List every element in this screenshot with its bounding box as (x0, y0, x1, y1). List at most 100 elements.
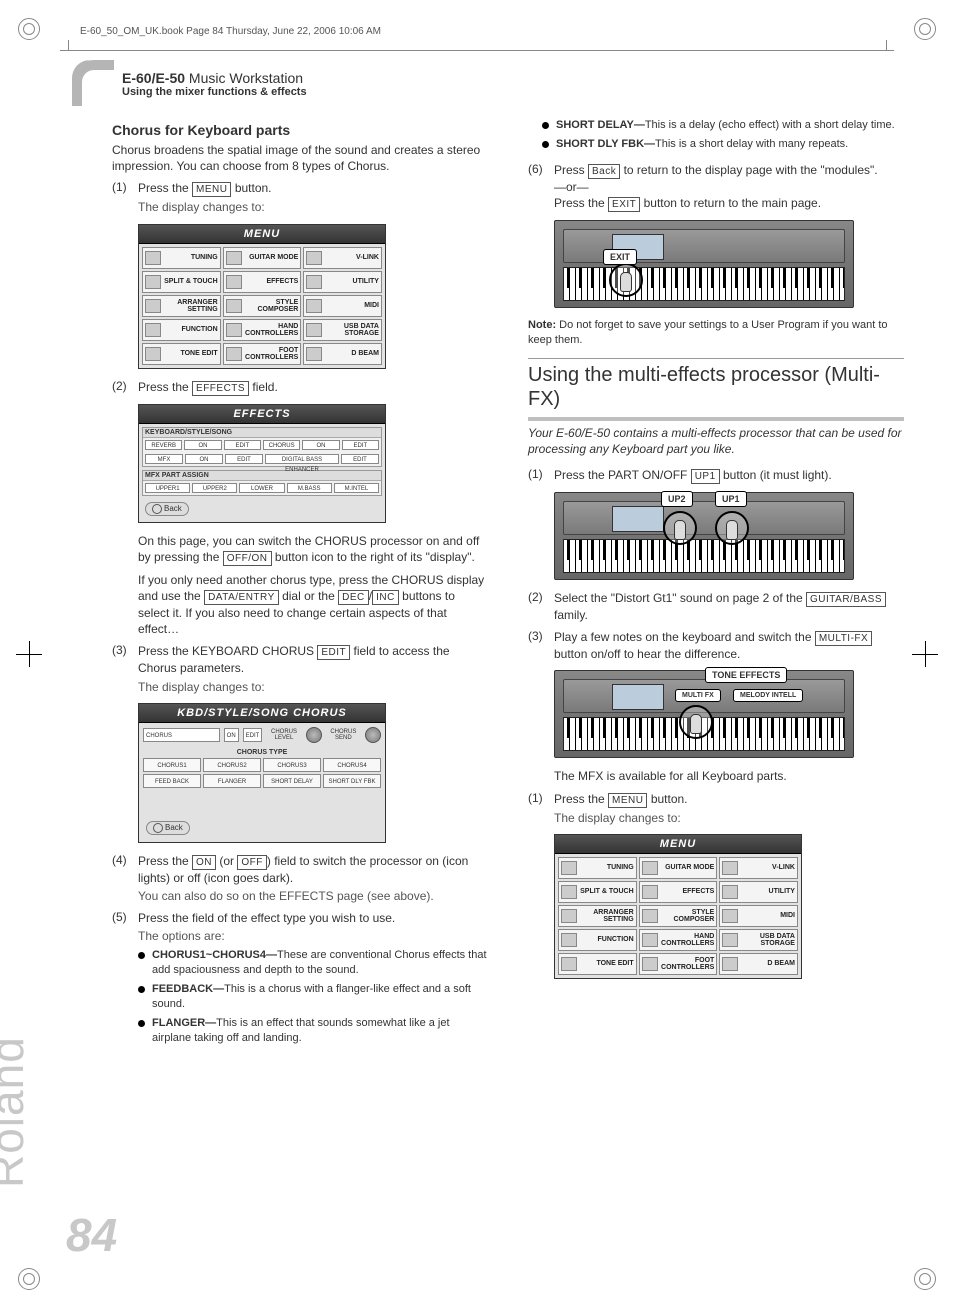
header-title-rest: Music Workstation (185, 70, 303, 86)
menu-cell: FOOT CONTROLLERS (639, 953, 718, 975)
text: Press the (138, 380, 192, 394)
step-1: (1) Press the MENU button. The display c… (112, 180, 488, 215)
keyboard-photo-up: UP2 UP1 (554, 492, 854, 580)
step-sub: The display changes to: (138, 679, 488, 695)
step-3: (3) Press the KEYBOARD CHORUS EDIT field… (112, 643, 488, 694)
step-number: (2) (112, 379, 127, 393)
menu-cell: SPLIT & TOUCH (558, 881, 637, 903)
crop-mark-br (914, 1268, 936, 1290)
finger-icon (715, 511, 749, 545)
crop-mark-tl (18, 18, 40, 40)
left-column: Chorus for Keyboard parts Chorus broaden… (112, 114, 488, 1052)
multifx-ref: MULTI-FX (815, 631, 872, 646)
menu-cell: UTILITY (719, 881, 798, 903)
header-title-bold: E-60/E-50 (122, 70, 185, 86)
menu-cell: STYLE COMPOSER (223, 295, 302, 317)
menu-cell: MIDI (719, 905, 798, 927)
step-number: (5) (112, 910, 127, 924)
bullet-item: CHORUS1~CHORUS4—These are conventional C… (138, 948, 488, 978)
back-button: Back (146, 821, 190, 835)
mstep-1: (1) Press the PART ON/OFF UP1 button (it… (528, 467, 904, 484)
menu-screenshot: MENU TUNINGGUITAR MODEV-LINKSPLIT & TOUC… (138, 224, 386, 369)
guitarbass-ref: GUITAR/BASS (806, 592, 886, 607)
step-number: (3) (528, 629, 543, 643)
text: field. (249, 380, 278, 394)
screenshot-title: EFFECTS (139, 405, 385, 424)
menu-cell: EFFECTS (223, 271, 302, 293)
header-title: E-60/E-50 Music Workstation (122, 70, 904, 86)
crop-cross-right (912, 641, 938, 667)
menu-cell: EFFECTS (639, 881, 718, 903)
menu-cell: HAND CONTROLLERS (223, 319, 302, 341)
step-number: (1) (528, 467, 543, 481)
text: Press the (138, 181, 192, 195)
mstep-3: (3) Play a few notes on the keyboard and… (528, 629, 904, 662)
crop-mark-tr (914, 18, 936, 40)
step-number: (6) (528, 162, 543, 176)
finger-icon (663, 511, 697, 545)
chorus-heading: Chorus for Keyboard parts (112, 122, 488, 138)
step-2: (2) Press the EFFECTS field. (112, 379, 488, 396)
step-5: (5) Press the field of the effect type y… (112, 910, 488, 1045)
callout-up2: UP2 (661, 491, 693, 507)
top-ruler (60, 40, 894, 52)
menu-cell: SPLIT & TOUCH (142, 271, 221, 293)
page-number: 84 (66, 1208, 117, 1262)
crop-mark-bl (18, 1268, 40, 1290)
callout-tonefx: TONE EFFECTS (705, 667, 787, 683)
running-header: E-60_50_OM_UK.book Page 84 Thursday, Jun… (80, 26, 381, 37)
or-divider: —or— (554, 179, 904, 195)
menu-cell: ARRANGER SETTING (558, 905, 637, 927)
text: button. (231, 181, 271, 195)
menu-cell: UTILITY (303, 271, 382, 293)
label: CHORUS SEND (326, 729, 361, 741)
callout-exit: EXIT (603, 249, 637, 265)
menu-cell: TUNING (142, 247, 221, 269)
callout-up1: UP1 (715, 491, 747, 507)
menu-cell: TONE EDIT (558, 953, 637, 975)
menu-cell: TUNING (558, 857, 637, 879)
menu-cell: USB DATA STORAGE (719, 929, 798, 951)
keyboard-photo-tonefx: TONE EFFECTS MULTI FX MELODY INTELL (554, 670, 854, 758)
brand-vertical: Roland (0, 1036, 34, 1188)
edit-ref: EDIT (317, 645, 350, 660)
menu-cell: D BEAM (303, 343, 382, 365)
bullet-item: SHORT DLY FBK—This is a short delay with… (542, 137, 904, 152)
off-ref: OFF (237, 855, 267, 870)
knob-icon (306, 727, 322, 743)
group-label: KEYBOARD/STYLE/SONG (143, 428, 381, 438)
chorus-screenshot: KBD/STYLE/SONG CHORUS CHORUS ON EDIT CHO… (138, 703, 386, 843)
on-ref: ON (192, 855, 216, 870)
finger-icon (609, 263, 643, 297)
step-number: (1) (112, 180, 127, 194)
page-header: E-60/E-50 Music Workstation Using the mi… (72, 60, 904, 106)
menu-cell: FUNCTION (142, 319, 221, 341)
chorus-intro: Chorus broadens the spatial image of the… (112, 142, 488, 174)
effects-screenshot: EFFECTS KEYBOARD/STYLE/SONG REVERBONEDIT… (138, 404, 386, 523)
menu-button-ref: MENU (192, 182, 231, 197)
menu-cell: V-LINK (719, 857, 798, 879)
step-sub: You can also do so on the EFFECTS page (… (138, 888, 488, 904)
bullet-item: FEEDBACK—This is a chorus with a flanger… (138, 982, 488, 1012)
dataentry-ref: DATA/ENTRY (204, 590, 279, 605)
step-number: (1) (528, 791, 543, 805)
menu-cell: GUITAR MODE (223, 247, 302, 269)
text: The MFX is available for all Keyboard pa… (528, 768, 904, 784)
step-number: (3) (112, 643, 127, 657)
up1-ref: UP1 (691, 469, 720, 484)
step-6: (6) Press Back to return to the display … (528, 162, 904, 212)
step-4: (4) Press the ON (or OFF) field to switc… (112, 853, 488, 904)
menu-cell: FOOT CONTROLLERS (223, 343, 302, 365)
inc-ref: INC (372, 590, 399, 605)
label: CHORUS LEVEL (266, 729, 301, 741)
mstep-1b: (1) Press the MENU button. The display c… (528, 791, 904, 826)
text: On this page, you can switch the CHORUS … (138, 533, 488, 566)
menu-cell: STYLE COMPOSER (639, 905, 718, 927)
effects-field-ref: EFFECTS (192, 381, 249, 396)
menu-cell: FUNCTION (558, 929, 637, 951)
multifx-heading: Using the multi-effects processor (Multi… (528, 358, 904, 421)
knob-icon (365, 727, 381, 743)
step-number: (4) (112, 853, 127, 867)
label: CHORUS TYPE (143, 749, 381, 756)
group-label: MFX PART ASSIGN (143, 471, 381, 481)
